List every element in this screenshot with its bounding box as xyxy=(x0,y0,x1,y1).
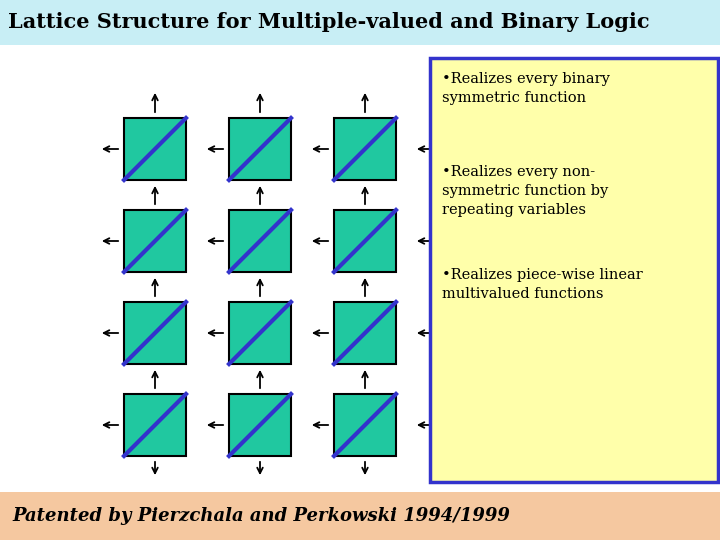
Bar xyxy=(124,302,186,364)
Text: Patented by Pierzchala and Perkowski 1994/1999: Patented by Pierzchala and Perkowski 199… xyxy=(12,507,510,525)
Text: •Realizes every non-
symmetric function by
repeating variables: •Realizes every non- symmetric function … xyxy=(442,165,608,217)
Text: Lattice Structure for Multiple-valued and Binary Logic: Lattice Structure for Multiple-valued an… xyxy=(8,12,649,32)
Bar xyxy=(0,0,720,45)
Bar xyxy=(0,492,720,540)
Bar xyxy=(439,118,501,180)
Bar xyxy=(439,210,501,272)
Text: •Realizes piece-wise linear
multivalued functions: •Realizes piece-wise linear multivalued … xyxy=(442,268,643,301)
Bar xyxy=(229,118,291,180)
Bar xyxy=(229,394,291,456)
Text: •Realizes every binary
symmetric function: •Realizes every binary symmetric functio… xyxy=(442,72,610,105)
Bar xyxy=(124,118,186,180)
Bar xyxy=(334,118,396,180)
Bar xyxy=(430,58,718,482)
Bar xyxy=(439,302,501,364)
Bar xyxy=(229,210,291,272)
Bar xyxy=(334,210,396,272)
Bar xyxy=(124,210,186,272)
Bar xyxy=(439,394,501,456)
Bar xyxy=(334,394,396,456)
Bar xyxy=(229,302,291,364)
Bar xyxy=(334,302,396,364)
Bar xyxy=(124,394,186,456)
